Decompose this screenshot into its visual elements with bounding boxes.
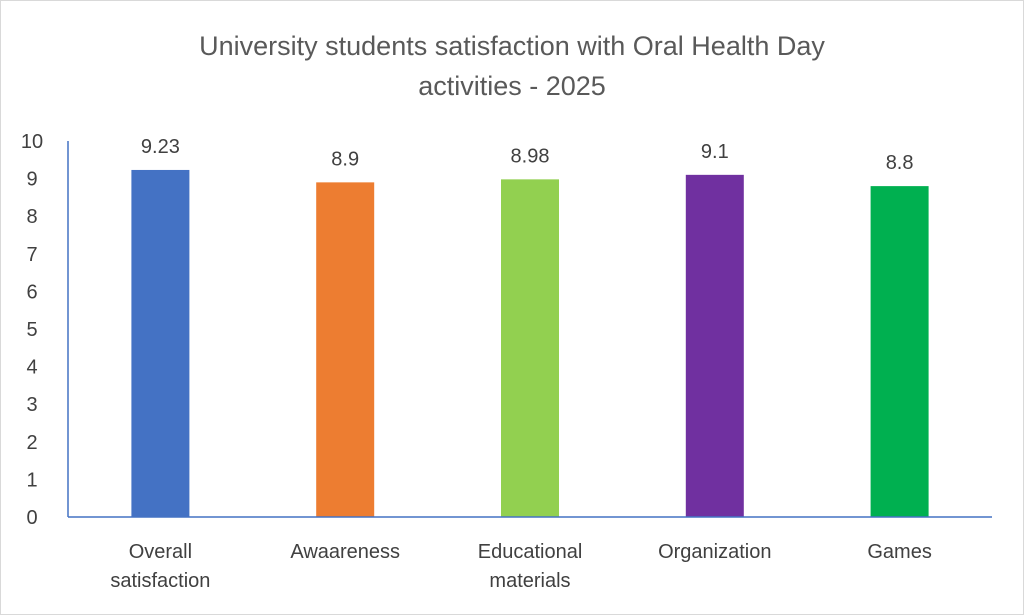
chart-title: University students satisfaction with Or…: [0, 26, 1024, 106]
data-label: 8.9: [331, 148, 359, 170]
bar: [131, 169, 190, 517]
y-tick-label: 8: [26, 206, 37, 228]
chart-title-line-2: activities - 2025: [418, 71, 606, 101]
x-tick-label: Organization: [658, 541, 771, 563]
x-axis-ticks: Overall satisfaction Awaareness Educational…: [110, 541, 931, 592]
data-label: 8.8: [886, 152, 914, 174]
y-tick-label: 5: [26, 319, 37, 341]
y-tick-label: 0: [26, 507, 37, 529]
bar: [870, 186, 929, 517]
x-tick-label: Educational materials: [478, 541, 583, 592]
data-labels: 9.23 8.9 8.98 9.1 8.8: [141, 136, 914, 174]
y-tick-label: 6: [26, 281, 37, 303]
data-label: 8.98: [511, 145, 550, 167]
y-tick-label: 10: [21, 131, 43, 153]
bar: [316, 182, 375, 518]
x-tick-label: Games: [867, 541, 931, 563]
y-tick-label: 2: [26, 432, 37, 454]
chart-title-line-1: University students satisfaction with Or…: [199, 31, 825, 61]
y-axis-ticks: 0 1 2 3 4 5 6 7 8 9 10: [21, 131, 43, 529]
y-tick-label: 1: [26, 469, 37, 491]
data-label: 9.23: [141, 136, 180, 158]
data-label: 9.1: [701, 141, 729, 163]
y-tick-label: 3: [26, 394, 37, 416]
x-tick-label: Overall satisfaction: [110, 541, 210, 592]
y-tick-label: 9: [26, 169, 37, 191]
y-tick-label: 7: [26, 244, 37, 266]
y-tick-label: 4: [26, 357, 37, 379]
bar: [685, 174, 744, 517]
bars: [131, 169, 929, 518]
bar: [501, 179, 559, 518]
x-tick-label: Awaareness: [290, 541, 400, 563]
